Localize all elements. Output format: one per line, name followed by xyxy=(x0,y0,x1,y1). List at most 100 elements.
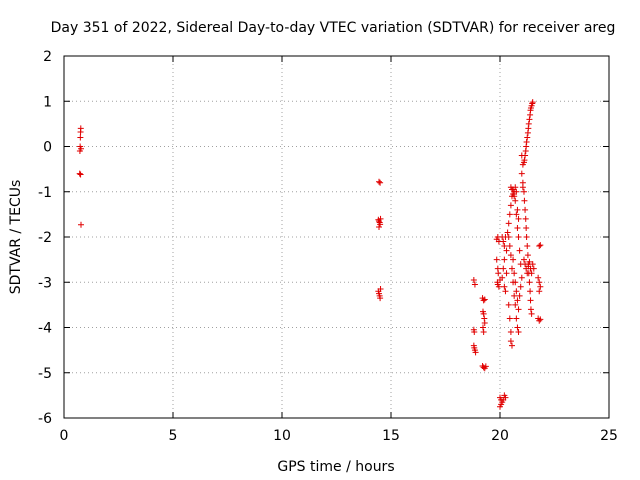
data-point xyxy=(511,292,518,299)
data-point xyxy=(506,315,513,322)
data-point xyxy=(520,256,527,263)
y-tick-label: -1 xyxy=(38,185,52,201)
data-point xyxy=(78,145,85,152)
data-point xyxy=(535,274,542,281)
data-point xyxy=(536,317,543,324)
data-point xyxy=(526,279,533,286)
x-tick-label: 0 xyxy=(60,428,69,444)
data-point xyxy=(520,188,527,195)
data-point xyxy=(512,279,519,286)
y-tick-label: -5 xyxy=(38,366,52,382)
data-point xyxy=(530,265,537,272)
data-point xyxy=(504,229,511,236)
data-point xyxy=(536,279,543,286)
data-point xyxy=(508,342,515,349)
data-point xyxy=(512,197,519,204)
data-point xyxy=(506,211,513,218)
data-point xyxy=(376,178,383,185)
data-point xyxy=(528,310,535,317)
data-point xyxy=(377,179,384,186)
data-point xyxy=(501,256,508,263)
data-point xyxy=(500,238,507,245)
data-point xyxy=(514,297,521,304)
data-point xyxy=(499,274,506,281)
data-point xyxy=(524,243,531,250)
data-point xyxy=(514,324,521,331)
data-point xyxy=(470,276,477,283)
data-point xyxy=(514,206,521,213)
data-point xyxy=(515,215,522,222)
data-point xyxy=(503,270,510,277)
data-point xyxy=(377,215,384,222)
data-point xyxy=(519,179,526,186)
data-points xyxy=(76,99,544,410)
axis-ticks xyxy=(63,55,610,419)
tick-labels: 0 5 10 15 20 25 -6 -5 -4 -3 -2 -1 0 1 2 xyxy=(38,49,618,444)
data-point xyxy=(510,256,517,263)
data-point xyxy=(480,297,487,304)
data-point xyxy=(471,329,478,336)
data-point xyxy=(507,252,514,259)
data-point xyxy=(479,324,486,331)
data-point xyxy=(507,202,514,209)
data-point xyxy=(495,270,502,277)
data-point xyxy=(507,338,514,345)
data-point xyxy=(518,170,525,177)
x-tick-label: 15 xyxy=(382,428,400,444)
data-point xyxy=(506,243,513,250)
data-point xyxy=(76,170,83,177)
data-point xyxy=(377,295,384,302)
data-point xyxy=(78,221,85,228)
data-point xyxy=(524,134,531,141)
data-point xyxy=(472,349,479,356)
data-point xyxy=(523,224,530,231)
x-tick-label: 10 xyxy=(273,428,291,444)
data-point xyxy=(511,270,518,277)
data-point xyxy=(518,274,525,281)
data-point xyxy=(522,215,529,222)
y-tick-label: 1 xyxy=(43,94,52,110)
data-point xyxy=(519,161,526,168)
data-point xyxy=(526,116,533,123)
data-point xyxy=(514,224,521,231)
data-point xyxy=(527,288,534,295)
data-point xyxy=(507,329,514,336)
data-point xyxy=(377,286,384,293)
data-point xyxy=(508,186,515,193)
data-point xyxy=(515,234,522,240)
data-point xyxy=(495,283,502,290)
y-tick-label: -2 xyxy=(38,230,52,246)
data-point xyxy=(503,247,510,254)
data-point xyxy=(527,306,534,313)
data-point xyxy=(522,261,529,268)
data-point xyxy=(513,315,520,322)
data-point xyxy=(471,281,478,288)
data-point xyxy=(521,197,528,204)
data-point xyxy=(521,157,528,164)
data-point xyxy=(505,220,512,227)
data-point xyxy=(480,310,487,317)
data-point xyxy=(511,193,518,200)
x-tick-label: 20 xyxy=(491,428,509,444)
data-point xyxy=(537,316,544,323)
x-axis-title: GPS time / hours xyxy=(277,459,394,475)
data-point xyxy=(536,288,543,295)
y-tick-label: -6 xyxy=(38,411,52,427)
data-point xyxy=(500,265,507,272)
data-point xyxy=(527,297,534,304)
data-point xyxy=(515,329,522,336)
y-axis-title: SDTVAR / TECUs xyxy=(8,180,24,295)
data-point xyxy=(529,99,536,106)
data-point xyxy=(526,258,533,265)
data-point xyxy=(77,134,84,141)
x-tick-label: 25 xyxy=(600,428,618,444)
data-point xyxy=(377,221,384,228)
chart-title: Day 351 of 2022, Sidereal Day-to-day VTE… xyxy=(51,20,616,36)
data-point xyxy=(498,401,505,408)
data-point xyxy=(528,270,535,277)
data-point xyxy=(505,301,512,308)
data-point xyxy=(77,171,84,178)
data-point xyxy=(537,242,544,249)
data-point xyxy=(523,138,530,145)
